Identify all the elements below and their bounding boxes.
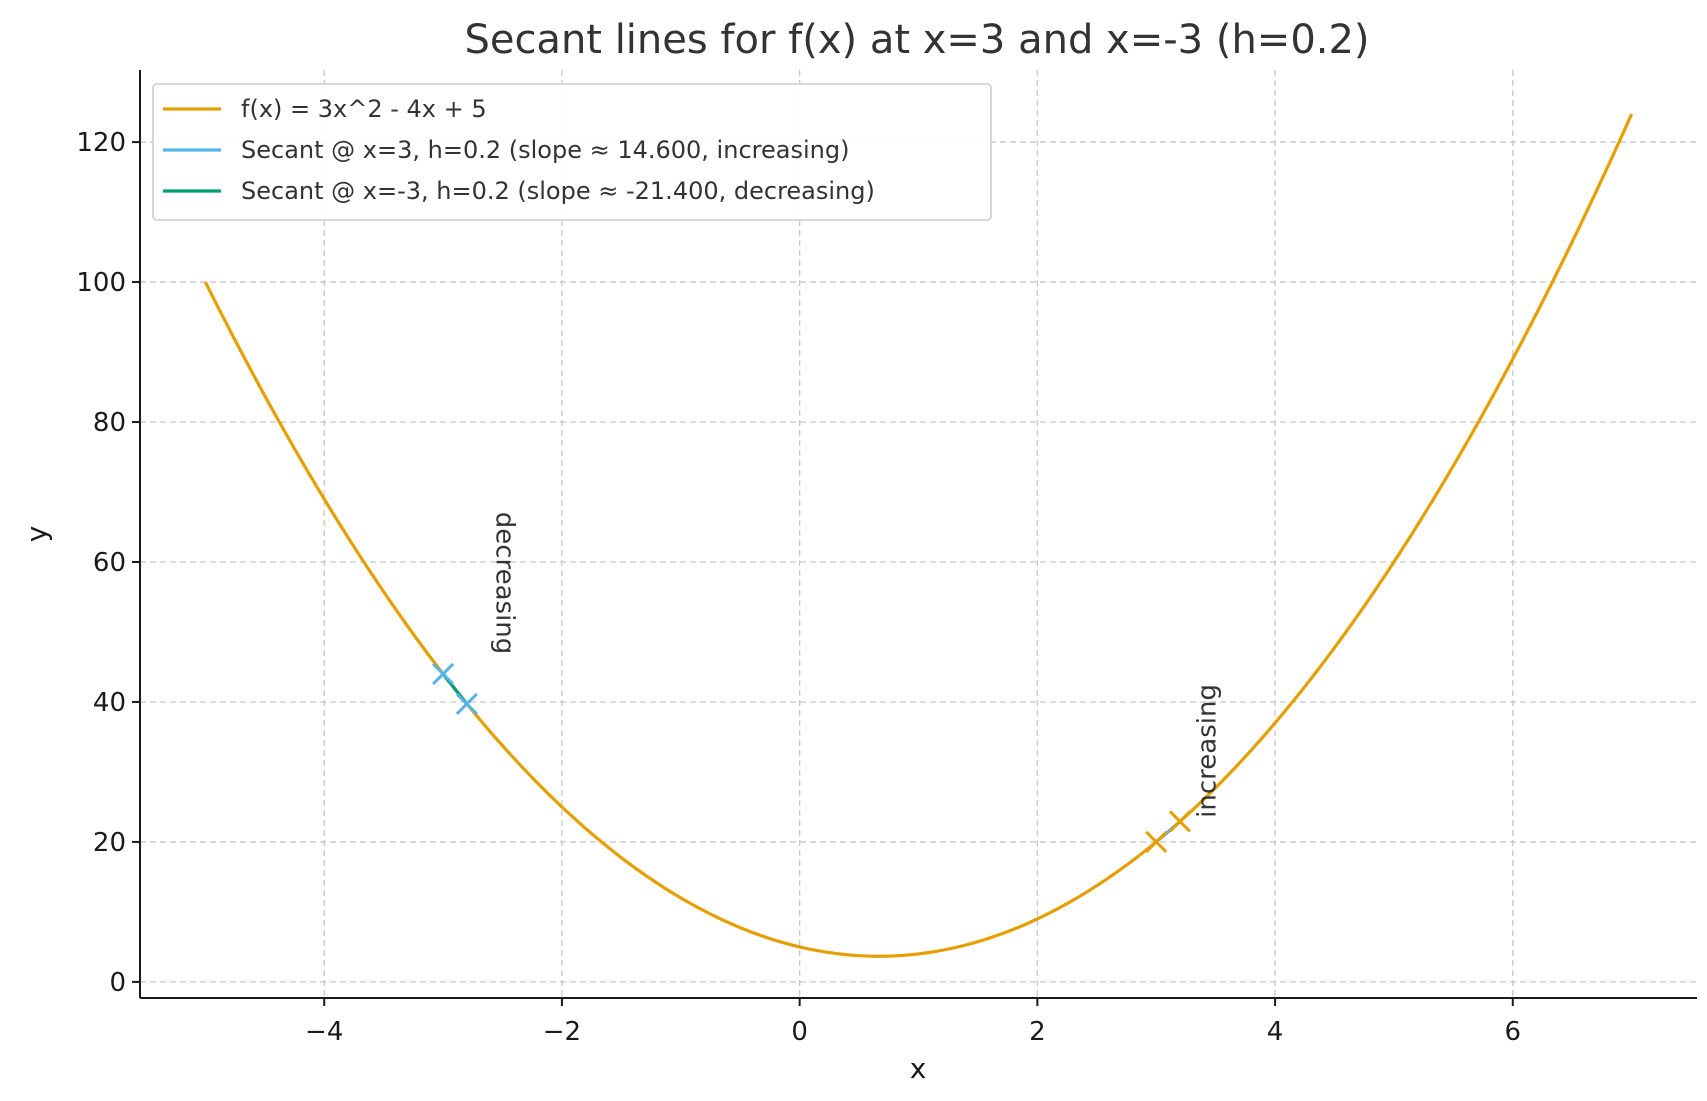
x-tick-label: 6 <box>1505 1017 1522 1047</box>
y-tick-label: 100 <box>76 268 126 298</box>
x-tick-label: 2 <box>1029 1017 1046 1047</box>
grid <box>140 70 1697 998</box>
legend-entry: Secant @ x=-3, h=0.2 (slope ≈ -21.400, d… <box>241 177 875 205</box>
x-tick-label: −4 <box>305 1017 343 1047</box>
y-axis-label: y <box>20 526 53 543</box>
annotation-increasing: increasing <box>1193 684 1223 818</box>
x-tick-label: −2 <box>543 1017 581 1047</box>
secant-point-marker <box>1145 830 1168 853</box>
x-tick-label: 0 <box>791 1017 808 1047</box>
secant-point-marker <box>432 662 455 686</box>
chart-title: Secant lines for f(x) at x=3 and x=-3 (h… <box>464 17 1369 63</box>
axes <box>139 70 1697 999</box>
plot-area: increasing decreasing <box>203 113 1634 958</box>
y-tick-label: 40 <box>93 688 126 718</box>
y-tick-label: 120 <box>76 128 126 158</box>
legend-entry: f(x) = 3x^2 - 4x + 5 <box>241 95 487 123</box>
x-axis-label: x <box>910 1052 927 1085</box>
y-tick-label: 60 <box>93 548 126 578</box>
y-tick-label: 80 <box>93 408 126 438</box>
legend-box <box>152 83 992 221</box>
x-tick-label: 4 <box>1267 1017 1284 1047</box>
y-tick-label: 20 <box>93 828 126 858</box>
annotation-decreasing: decreasing <box>490 512 520 655</box>
function-curve <box>203 113 1634 958</box>
legend: f(x) = 3x^2 - 4x + 5 Secant @ x=3, h=0.2 … <box>152 83 992 221</box>
secant-point-marker <box>455 692 478 715</box>
secant-point-marker <box>1168 810 1192 833</box>
legend-entry: Secant @ x=3, h=0.2 (slope ≈ 14.600, inc… <box>241 136 849 164</box>
y-tick-label: 0 <box>109 968 126 998</box>
